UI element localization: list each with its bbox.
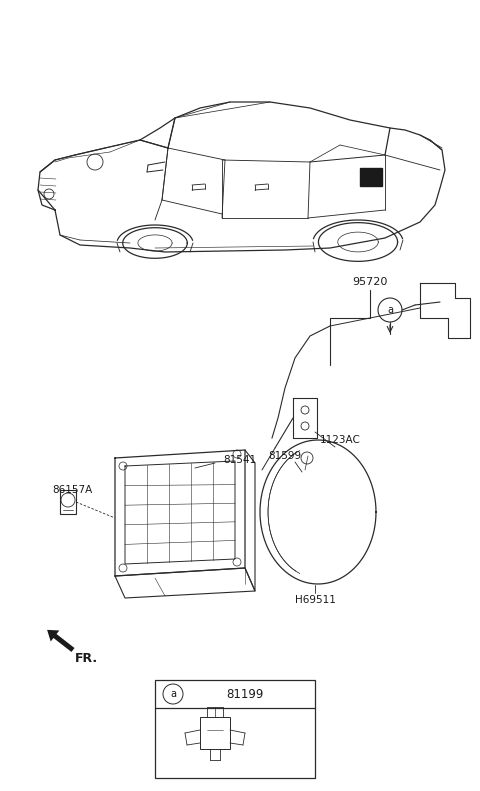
Text: 95720: 95720 [352,277,388,287]
Bar [60,490,76,514]
Text: FR.: FR. [75,652,98,664]
Bar [155,680,315,778]
Text: H69511: H69511 [295,595,336,605]
Text: 81199: 81199 [226,687,264,701]
FancyArrow shape [47,630,74,652]
Text: 1123AC: 1123AC [320,435,360,445]
Bar [360,168,382,186]
Text: 81541: 81541 [223,455,257,465]
Bar [200,717,230,749]
Text: 81599: 81599 [268,451,301,461]
Text: 86157A: 86157A [52,485,92,495]
Text: a: a [387,305,393,315]
Text: a: a [170,689,176,699]
